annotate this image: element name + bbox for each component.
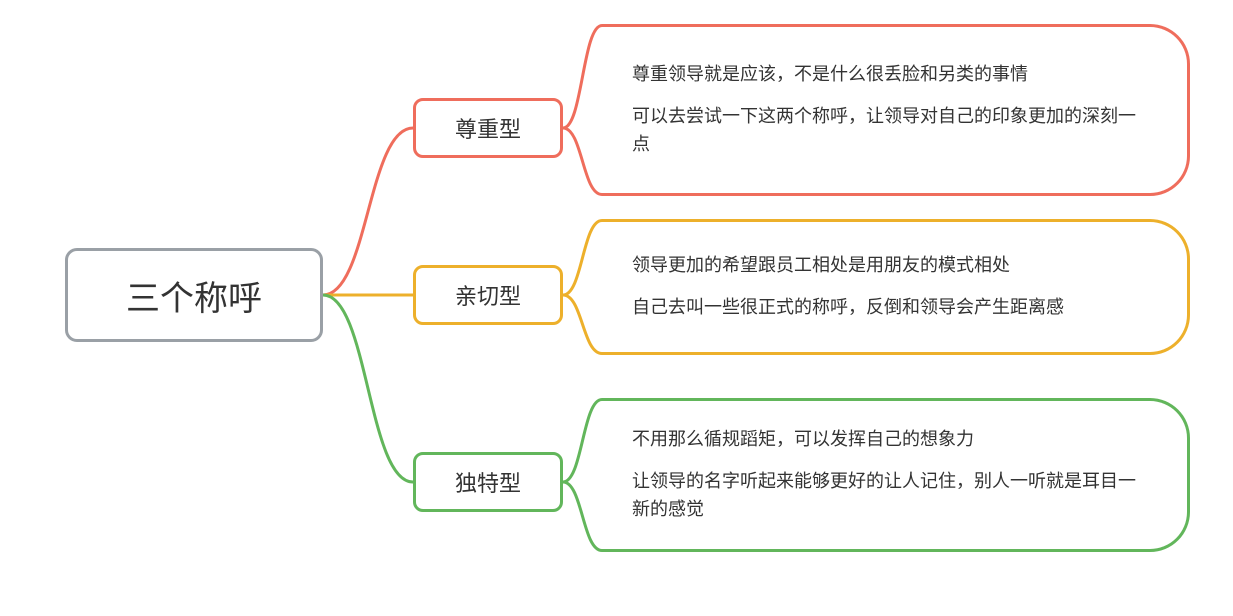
leaf-group-respect[interactable]: 尊重领导就是应该，不是什么很丢脸和另类的事情 可以去尝试一下这两个称呼，让领导对… xyxy=(602,24,1190,196)
connector-branch-to-leaf-top xyxy=(563,400,602,483)
leaf-separator xyxy=(632,89,1147,103)
connector-branch-to-leaf-top xyxy=(563,221,602,296)
branch-node-unique[interactable]: 独特型 xyxy=(413,452,563,512)
connector-branch-to-leaf-bottom xyxy=(563,295,602,354)
branch-node-friendly[interactable]: 亲切型 xyxy=(413,265,563,325)
leaf-text: 自己去叫一些很正式的称呼，反倒和领导会产生距离感 xyxy=(632,294,1147,322)
branch-label: 独特型 xyxy=(455,466,521,498)
branch-label: 尊重型 xyxy=(455,112,521,144)
leaf-text: 不用那么循规蹈矩，可以发挥自己的想象力 xyxy=(632,426,1147,454)
connector-branch-to-leaf-bottom xyxy=(563,128,602,195)
connector-root-to-branch xyxy=(323,295,413,482)
leaf-text: 让领导的名字听起来能够更好的让人记住，别人一听就是耳目一新的感觉 xyxy=(632,468,1147,524)
branch-label: 亲切型 xyxy=(455,279,521,311)
connector-branch-to-leaf-bottom xyxy=(563,482,602,551)
leaf-text: 可以去尝试一下这两个称呼，让领导对自己的印象更加的深刻一点 xyxy=(632,103,1147,159)
leaf-group-friendly[interactable]: 领导更加的希望跟员工相处是用朋友的模式相处 自己去叫一些很正式的称呼，反倒和领导… xyxy=(602,219,1190,355)
leaf-separator xyxy=(632,280,1147,294)
mindmap-canvas: 三个称呼 尊重型 尊重领导就是应该，不是什么很丢脸和另类的事情 可以去尝试一下这… xyxy=(0,0,1233,616)
connector-root-to-branch xyxy=(323,128,413,295)
branch-node-respect[interactable]: 尊重型 xyxy=(413,98,563,158)
leaf-text: 尊重领导就是应该，不是什么很丢脸和另类的事情 xyxy=(632,61,1147,89)
root-node[interactable]: 三个称呼 xyxy=(65,248,323,342)
leaf-group-unique[interactable]: 不用那么循规蹈矩，可以发挥自己的想象力 让领导的名字听起来能够更好的让人记住，别… xyxy=(602,398,1190,552)
connector-branch-to-leaf-top xyxy=(563,26,602,129)
root-label: 三个称呼 xyxy=(126,271,262,320)
leaf-separator xyxy=(632,454,1147,468)
leaf-text: 领导更加的希望跟员工相处是用朋友的模式相处 xyxy=(632,252,1147,280)
